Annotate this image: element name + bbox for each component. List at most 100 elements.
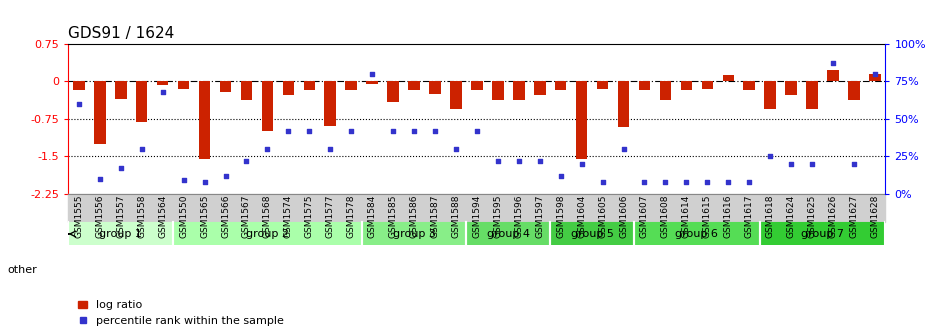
Bar bbox=[550, 222, 634, 245]
Point bbox=[365, 71, 380, 76]
Text: GSM1567: GSM1567 bbox=[242, 195, 251, 238]
Text: GSM1604: GSM1604 bbox=[578, 195, 586, 238]
Point bbox=[784, 161, 799, 166]
Text: GSM1585: GSM1585 bbox=[389, 195, 398, 238]
Bar bbox=[869, 74, 881, 81]
Text: other: other bbox=[8, 265, 37, 276]
Text: GSM1624: GSM1624 bbox=[787, 195, 796, 238]
Text: GSM1587: GSM1587 bbox=[430, 195, 440, 238]
Point bbox=[721, 179, 736, 184]
Point bbox=[574, 161, 589, 166]
Point bbox=[616, 146, 631, 152]
Bar bbox=[408, 81, 420, 90]
Bar bbox=[680, 81, 693, 90]
Text: GSM1598: GSM1598 bbox=[556, 195, 565, 238]
Point bbox=[302, 128, 317, 133]
Bar bbox=[429, 81, 441, 94]
Text: GSM1614: GSM1614 bbox=[682, 195, 691, 238]
Point bbox=[323, 146, 338, 152]
Point bbox=[826, 60, 841, 66]
Point bbox=[657, 179, 673, 184]
Text: group 7: group 7 bbox=[801, 229, 844, 239]
Point bbox=[532, 158, 547, 164]
Text: GSM1564: GSM1564 bbox=[158, 195, 167, 238]
Bar bbox=[73, 81, 85, 90]
Text: group 1: group 1 bbox=[100, 229, 142, 239]
Point bbox=[176, 178, 191, 183]
Point bbox=[344, 128, 359, 133]
Point bbox=[742, 179, 757, 184]
Bar bbox=[513, 81, 524, 100]
Point bbox=[428, 128, 443, 133]
Bar bbox=[115, 81, 126, 99]
Point bbox=[805, 161, 820, 166]
Bar bbox=[492, 81, 504, 100]
Point bbox=[700, 179, 715, 184]
Point bbox=[490, 158, 505, 164]
Point bbox=[846, 161, 862, 166]
Text: group 2: group 2 bbox=[246, 229, 289, 239]
Point bbox=[763, 154, 778, 159]
Bar bbox=[346, 81, 357, 90]
Point bbox=[553, 173, 568, 178]
Text: GSM1626: GSM1626 bbox=[828, 195, 838, 238]
Bar bbox=[760, 222, 885, 245]
Bar bbox=[618, 81, 629, 127]
Text: GSM1584: GSM1584 bbox=[368, 195, 376, 238]
Bar bbox=[157, 81, 168, 85]
Bar bbox=[178, 81, 189, 89]
Bar bbox=[744, 81, 755, 90]
Text: GSM1557: GSM1557 bbox=[116, 195, 125, 238]
Text: GSM1574: GSM1574 bbox=[284, 195, 293, 238]
Bar bbox=[199, 81, 210, 159]
Text: GSM1575: GSM1575 bbox=[305, 195, 314, 238]
Point bbox=[511, 158, 526, 164]
Bar bbox=[786, 81, 797, 95]
Bar bbox=[94, 81, 105, 144]
Bar bbox=[68, 194, 885, 222]
Point bbox=[386, 128, 401, 133]
Point bbox=[595, 179, 610, 184]
Text: GSM1608: GSM1608 bbox=[661, 195, 670, 238]
Point bbox=[197, 179, 212, 184]
Text: GSM1627: GSM1627 bbox=[849, 195, 859, 238]
Bar bbox=[765, 81, 776, 109]
Bar bbox=[282, 81, 294, 95]
Bar bbox=[827, 70, 839, 81]
Text: GSM1607: GSM1607 bbox=[640, 195, 649, 238]
Bar bbox=[68, 222, 173, 245]
Text: GSM1625: GSM1625 bbox=[808, 195, 817, 238]
Bar bbox=[388, 81, 399, 102]
Text: GSM1628: GSM1628 bbox=[870, 195, 880, 238]
Bar bbox=[555, 81, 566, 90]
Bar bbox=[362, 222, 466, 245]
Point bbox=[636, 179, 652, 184]
Bar bbox=[659, 81, 672, 100]
Bar bbox=[240, 81, 253, 100]
Bar bbox=[219, 81, 231, 92]
Text: GSM1566: GSM1566 bbox=[221, 195, 230, 238]
Point bbox=[448, 146, 464, 152]
Bar bbox=[325, 81, 336, 126]
Text: GSM1565: GSM1565 bbox=[200, 195, 209, 238]
Point bbox=[238, 158, 254, 164]
Point bbox=[134, 146, 149, 152]
Text: GSM1568: GSM1568 bbox=[263, 195, 272, 238]
Text: GDS91 / 1624: GDS91 / 1624 bbox=[68, 26, 175, 41]
Point bbox=[218, 173, 233, 178]
Text: group 4: group 4 bbox=[486, 229, 530, 239]
Bar bbox=[807, 81, 818, 109]
Bar bbox=[136, 81, 147, 122]
Text: GSM1577: GSM1577 bbox=[326, 195, 334, 238]
Point bbox=[281, 128, 296, 133]
Bar bbox=[367, 81, 378, 84]
Bar bbox=[304, 81, 315, 90]
Point bbox=[407, 128, 422, 133]
Text: GSM1595: GSM1595 bbox=[493, 195, 503, 238]
Point bbox=[71, 101, 86, 107]
Bar bbox=[576, 81, 587, 159]
Bar bbox=[173, 222, 362, 245]
Text: GSM1550: GSM1550 bbox=[180, 195, 188, 238]
Bar bbox=[471, 81, 483, 90]
Point bbox=[679, 179, 694, 184]
